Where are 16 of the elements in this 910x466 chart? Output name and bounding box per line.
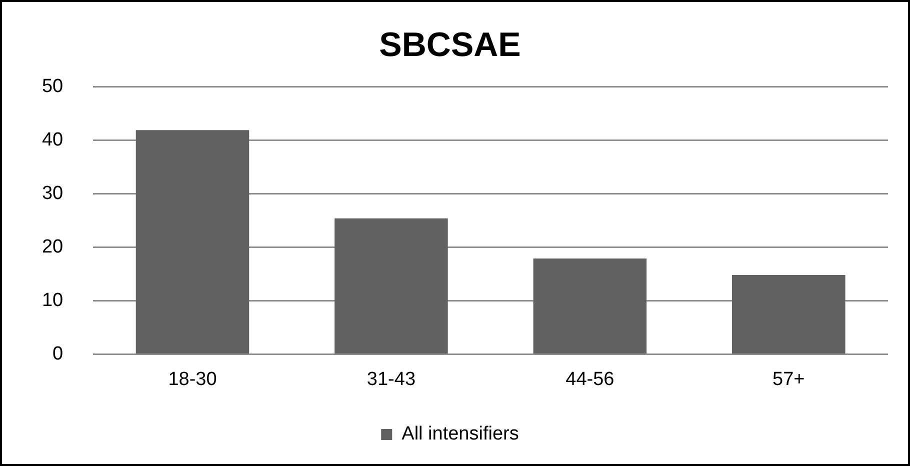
y-tick-label: 40 <box>42 130 64 151</box>
y-tick-label: 20 <box>42 236 64 258</box>
y-tick-label: 50 <box>42 76 64 98</box>
y-tick-label: 0 <box>52 343 64 364</box>
chart-title: SBCSAE <box>379 26 521 64</box>
x-tick-label: 18-30 <box>168 368 217 390</box>
x-tick-label: 31-43 <box>366 368 416 390</box>
legend-label: All intensifiers <box>402 424 519 445</box>
y-tick-label: 10 <box>42 290 64 311</box>
x-tick-label: 44-56 <box>566 368 614 390</box>
y-tick-label: 30 <box>42 182 64 204</box>
bar <box>334 218 448 354</box>
bar <box>732 275 846 354</box>
bar <box>136 130 250 354</box>
x-tick-label: 57+ <box>772 368 805 390</box>
bar <box>533 258 647 354</box>
